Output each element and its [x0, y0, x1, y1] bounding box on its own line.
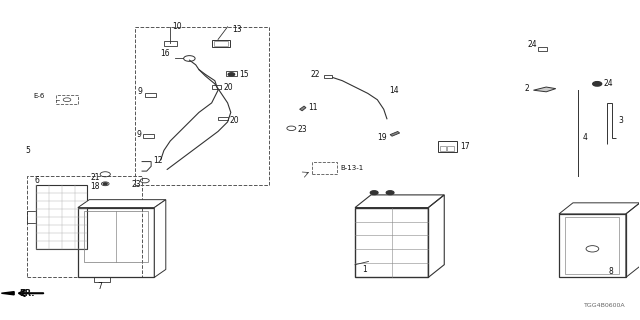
Text: 12: 12 [153, 156, 163, 164]
Text: 8: 8 [608, 267, 612, 276]
Text: 7: 7 [98, 282, 102, 292]
Text: 15: 15 [239, 70, 249, 79]
Text: 6: 6 [35, 176, 40, 185]
Text: 5: 5 [26, 146, 31, 155]
Bar [145, 93, 156, 97]
Circle shape [593, 82, 602, 86]
Text: 9: 9 [138, 87, 143, 96]
Bar [440, 146, 446, 151]
Text: E-6: E-6 [33, 92, 45, 99]
Circle shape [103, 183, 107, 185]
Bar [538, 47, 547, 51]
Bar [27, 211, 36, 223]
Text: 9: 9 [137, 130, 141, 139]
Bar [438, 141, 457, 152]
Text: 11: 11 [308, 103, 318, 112]
Bar [312, 162, 337, 174]
Bar [559, 214, 626, 277]
Bar [36, 185, 88, 249]
Text: 20: 20 [223, 83, 233, 92]
Bar [447, 146, 454, 151]
Polygon shape [300, 106, 306, 111]
Text: B-13-1: B-13-1 [340, 165, 364, 171]
Circle shape [228, 73, 235, 76]
Text: 16: 16 [161, 49, 170, 58]
Polygon shape [1, 292, 14, 295]
Polygon shape [534, 87, 556, 92]
Text: FR.: FR. [19, 289, 35, 298]
Text: 20: 20 [230, 116, 239, 125]
Text: 21: 21 [91, 173, 100, 182]
Bar [135, 27, 269, 185]
Bar [212, 40, 230, 47]
Text: 4: 4 [582, 133, 588, 142]
Circle shape [387, 191, 394, 195]
Bar [56, 95, 78, 105]
Text: 2: 2 [524, 84, 529, 93]
Bar [218, 116, 228, 120]
Polygon shape [78, 200, 166, 208]
Text: 23: 23 [132, 180, 141, 189]
Circle shape [371, 191, 378, 195]
Bar [212, 85, 221, 89]
Text: 22: 22 [310, 70, 320, 79]
Bar [94, 277, 109, 282]
Bar [355, 208, 428, 277]
Text: 10: 10 [172, 22, 182, 31]
Text: 13: 13 [232, 25, 242, 35]
Text: 18: 18 [91, 182, 100, 191]
Bar [27, 176, 141, 277]
Bar [143, 134, 154, 138]
Polygon shape [154, 200, 166, 277]
Text: 17: 17 [460, 142, 470, 151]
Bar [164, 41, 177, 46]
Bar [84, 211, 148, 261]
Text: 23: 23 [298, 125, 307, 134]
Text: 24: 24 [604, 79, 613, 88]
Bar [565, 217, 620, 274]
Text: 19: 19 [378, 133, 387, 142]
Bar [226, 71, 237, 76]
Bar [78, 208, 154, 277]
Text: 24: 24 [527, 40, 537, 49]
Text: 14: 14 [389, 86, 399, 95]
Polygon shape [390, 132, 399, 136]
Bar [214, 41, 228, 46]
Text: 1: 1 [363, 265, 367, 274]
Bar [324, 75, 332, 78]
Text: TGG4B0600A: TGG4B0600A [584, 303, 626, 308]
Text: 3: 3 [618, 116, 623, 125]
